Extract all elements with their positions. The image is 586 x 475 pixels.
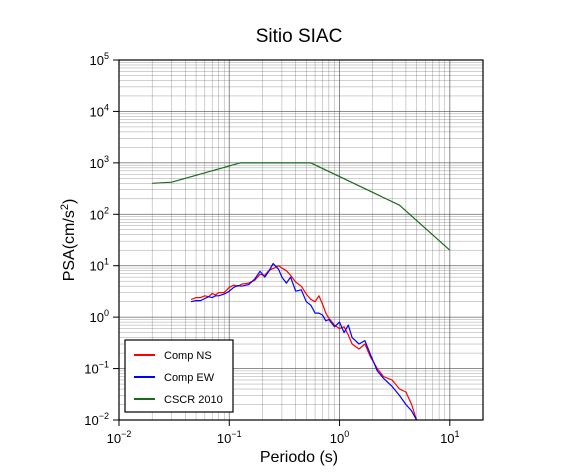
y-tick-base: 10 [84, 362, 98, 377]
x-tick-base: 10 [217, 431, 231, 446]
series-line-comp-ew [190, 263, 418, 420]
y-tick-base: 10 [90, 207, 104, 222]
y-tick-base: 10 [90, 156, 104, 171]
y-tick-label: 103 [90, 154, 109, 171]
chart-title: Sitio SIAC [256, 26, 343, 47]
legend: Comp NS Comp EW CSCR 2010 [124, 339, 234, 413]
x-tick-label: 10−2 [107, 429, 132, 446]
y-tick-label: 105 [90, 51, 109, 68]
x-tick-exponent: −1 [231, 429, 241, 439]
y-tick-base: 10 [84, 413, 98, 428]
x-tick-exponent: 1 [455, 429, 460, 439]
y-tick-exponent: 0 [104, 308, 109, 318]
y-tick-base: 10 [90, 259, 104, 274]
legend-label-comp-ew: Comp EW [164, 372, 215, 384]
series-lines [152, 162, 451, 420]
x-axis-title: Periodo (s) [260, 449, 338, 466]
y-tick-exponent: 3 [104, 154, 109, 164]
y-tick-label: 101 [90, 257, 109, 274]
y-tick-base: 10 [90, 310, 104, 325]
y-tick-exponent: −1 [99, 360, 109, 370]
y-tick-label: 102 [90, 205, 109, 222]
x-tick-label: 10−1 [217, 429, 242, 446]
y-tick-exponent: 4 [104, 102, 109, 112]
x-tick-label: 101 [440, 429, 459, 446]
x-tick-base: 10 [440, 431, 454, 446]
x-tick-label: 100 [330, 429, 349, 446]
x-tick-base: 10 [330, 431, 344, 446]
y-tick-label: 104 [90, 102, 109, 119]
plot-frame [118, 59, 484, 421]
y-tick-label: 100 [90, 308, 109, 325]
series-line-comp-ns [190, 265, 418, 420]
x-tick-base: 10 [107, 431, 121, 446]
y-tick-exponent: 2 [104, 205, 109, 215]
y-axis-title-text: PSA(cm/s [61, 210, 78, 281]
y-axis-title-superscript: 2 [59, 204, 71, 210]
y-tick-exponent: 1 [104, 257, 109, 267]
y-tick-exponent: −2 [99, 411, 109, 421]
x-tick-exponent: 0 [344, 429, 349, 439]
y-tick-exponent: 5 [104, 51, 109, 61]
x-axis-ticks: 10−2 10−1 100 101 [107, 420, 460, 446]
legend-label-cscr-2010: CSCR 2010 [164, 394, 223, 406]
series-line-cscr-2010 [152, 162, 451, 251]
x-tick-exponent: −2 [121, 429, 131, 439]
y-tick-label: 10−1 [84, 360, 109, 377]
y-tick-base: 10 [90, 104, 104, 119]
y-tick-base: 10 [90, 53, 104, 68]
y-tick-label: 10−2 [84, 411, 109, 428]
legend-label-comp-ns: Comp NS [164, 350, 212, 362]
y-axis-title: PSA(cm/s2) [59, 199, 78, 282]
